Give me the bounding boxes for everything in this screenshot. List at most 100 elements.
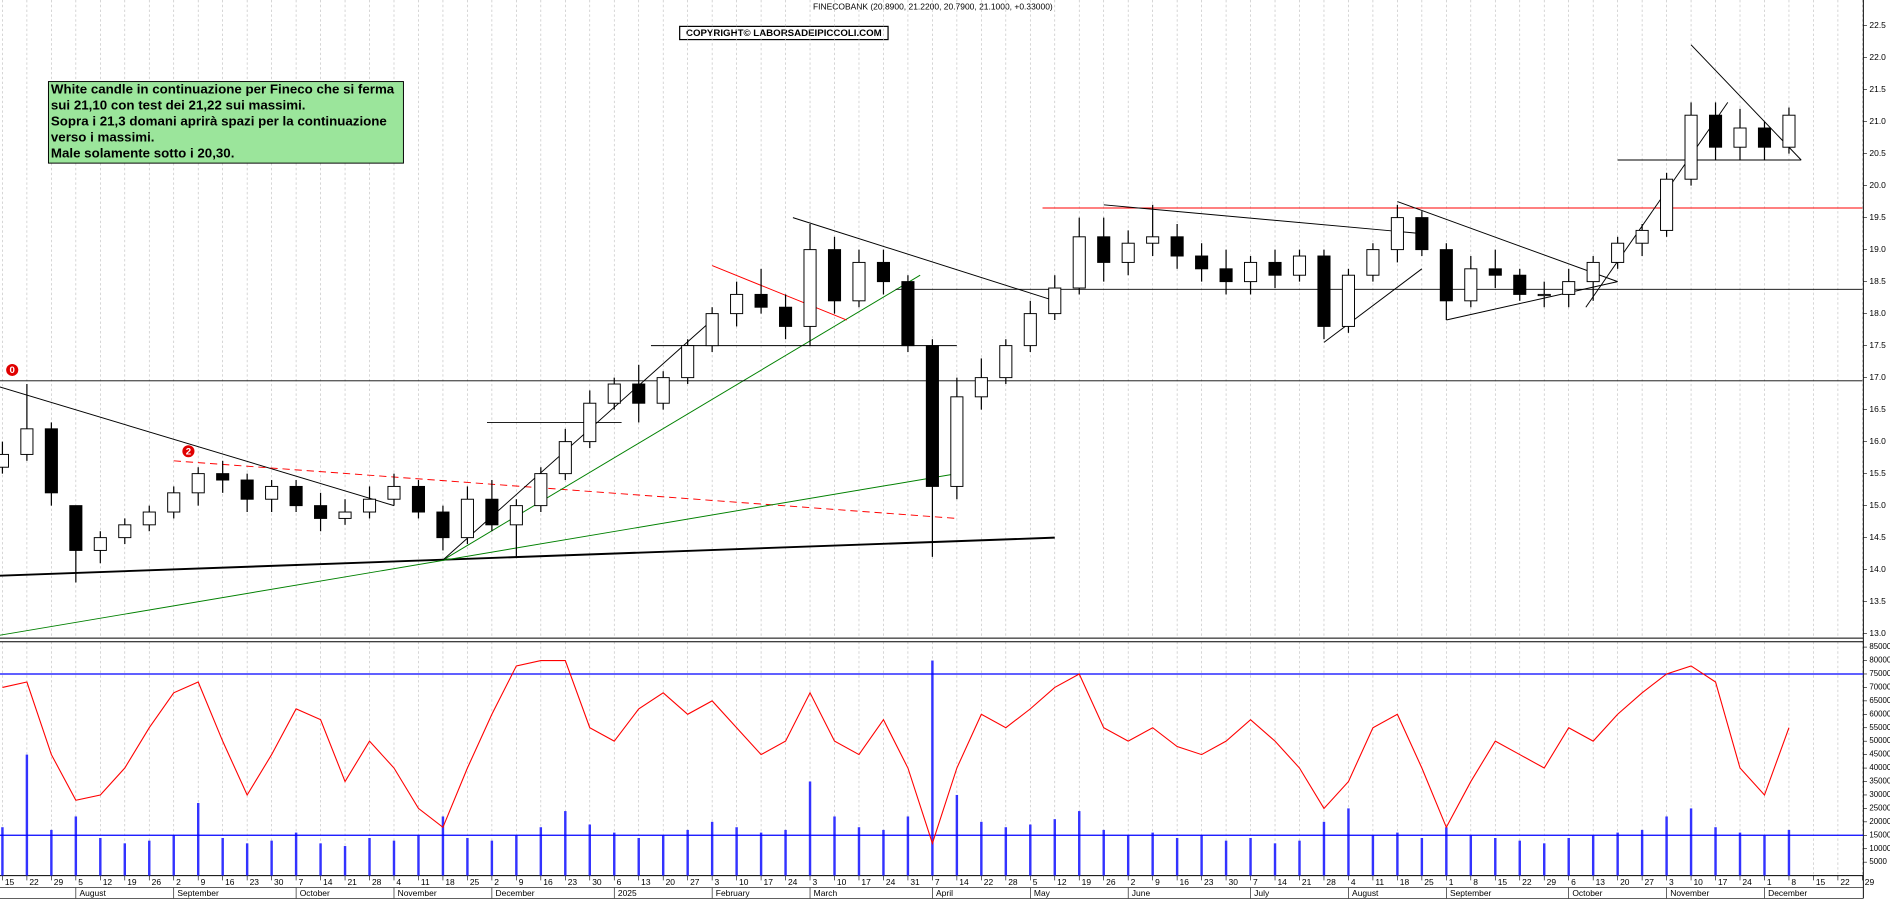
candle-body — [705, 313, 719, 347]
x-tick-label: 25 — [470, 877, 480, 887]
volume-bar — [686, 829, 689, 876]
x-tick-label: 9 — [519, 877, 524, 887]
candle-body — [0, 453, 9, 468]
volume-bar — [784, 829, 787, 876]
month-label: October — [1572, 888, 1602, 898]
candle-body — [69, 505, 83, 551]
volume-bar — [1396, 832, 1399, 876]
volume-bar — [1078, 811, 1081, 876]
y2-tick-label: 70000 — [1869, 683, 1890, 692]
volume-bar — [1029, 824, 1032, 876]
candle-body — [925, 345, 939, 487]
volume-bar — [857, 827, 861, 876]
x-tick-label: 22 — [1840, 877, 1850, 887]
month-label: August — [79, 888, 106, 898]
volume-bar — [1640, 829, 1644, 876]
candle-body — [1439, 249, 1453, 302]
x-tick-label: 2 — [494, 877, 499, 887]
volume-bar — [637, 837, 640, 876]
y-tick-label: 20.5 — [1869, 148, 1886, 158]
y2-tick-label: 35000 — [1869, 777, 1890, 786]
volume-bar — [466, 837, 469, 876]
candle-body — [44, 428, 58, 494]
x-tick-label: 17 — [1718, 877, 1728, 887]
candle-body — [730, 293, 744, 315]
x-tick-label: 15 — [1816, 877, 1826, 887]
candle-body — [1660, 178, 1674, 231]
x-tick-label: 15 — [1498, 877, 1508, 887]
y-tick-label: 13.5 — [1869, 596, 1886, 606]
x-tick-label: 15 — [5, 877, 15, 887]
trendline — [0, 473, 957, 636]
volume-bar — [906, 816, 910, 876]
candle-body — [1292, 255, 1307, 276]
month-label: October — [300, 888, 330, 898]
volume-bar — [1518, 840, 1521, 876]
y-tick-label: 21.5 — [1869, 84, 1886, 94]
x-tick-label: 29 — [1547, 877, 1557, 887]
x-tick-label: 22 — [29, 877, 39, 887]
annotation-box — [47, 81, 404, 164]
x-tick-label: 19 — [127, 877, 137, 887]
x-tick-label: 2 — [1131, 877, 1136, 887]
x-tick-label: 23 — [1204, 877, 1214, 887]
y2-tick-label: 25000 — [1869, 803, 1890, 812]
volume-bar — [1273, 843, 1277, 876]
y-tick-label: 20.0 — [1869, 180, 1886, 190]
trendline — [1397, 201, 1618, 283]
candle-body — [1708, 114, 1723, 148]
x-tick-label: 27 — [690, 877, 700, 887]
month-label: December — [1768, 888, 1807, 898]
candle-body — [1390, 217, 1404, 251]
month-label: December — [496, 888, 535, 898]
volume-bar — [1567, 837, 1570, 876]
x-tick-label: 14 — [1277, 877, 1287, 887]
x-tick-label: 7 — [1253, 877, 1258, 887]
volume-bar — [1224, 840, 1228, 876]
candle-body — [632, 383, 646, 404]
candle-body — [534, 473, 548, 507]
volume-bar — [99, 837, 102, 876]
x-tick-label: 8 — [1473, 877, 1478, 887]
y-tick-label: 22.5 — [1869, 20, 1886, 30]
volume-bar — [148, 840, 151, 876]
y2-tick-label: 60000 — [1869, 709, 1890, 718]
candle-body — [314, 505, 328, 519]
y-tick-label: 18.0 — [1869, 308, 1886, 318]
candle-body — [118, 524, 132, 539]
trendline — [711, 265, 847, 321]
y-tick-label: 14.0 — [1869, 564, 1886, 574]
copyright-box — [679, 25, 889, 41]
volume-bar — [1763, 835, 1766, 876]
volume-bar — [1298, 840, 1301, 876]
x-tick-label: 19 — [1082, 877, 1092, 887]
annotation-line: White candle in continuazione per Fineco… — [51, 82, 395, 97]
volume-bar — [759, 832, 763, 876]
volume-bar — [245, 843, 249, 876]
y2-tick-label: 80000 — [1869, 656, 1890, 665]
y-tick-label: 19.0 — [1869, 244, 1886, 254]
copyright: COPYRIGHT© LABORSADEIPICCOLI.COM — [686, 28, 882, 39]
candle-body — [1562, 281, 1576, 295]
x-tick-label: 11 — [421, 877, 430, 887]
candle-body — [1537, 293, 1551, 297]
y-tick-label: 16.0 — [1869, 436, 1886, 446]
candle-body — [509, 505, 523, 526]
x-tick-label: 24 — [886, 877, 896, 887]
volume-bar — [1738, 832, 1742, 876]
volume-bar — [25, 754, 29, 876]
candle-body — [485, 498, 499, 526]
candle-body — [1121, 242, 1135, 263]
candle-body — [167, 492, 181, 513]
volume-bar — [1, 827, 4, 876]
candle-body — [1586, 261, 1600, 283]
x-tick-label: 14 — [323, 877, 333, 887]
y-tick-label: 14.5 — [1869, 532, 1886, 542]
candle-body — [20, 428, 34, 455]
candle-body — [974, 377, 988, 398]
marker-label: 2 — [186, 446, 191, 457]
candle-body — [1317, 255, 1331, 327]
candle-body — [93, 537, 107, 551]
x-tick-label: 3 — [715, 877, 720, 887]
